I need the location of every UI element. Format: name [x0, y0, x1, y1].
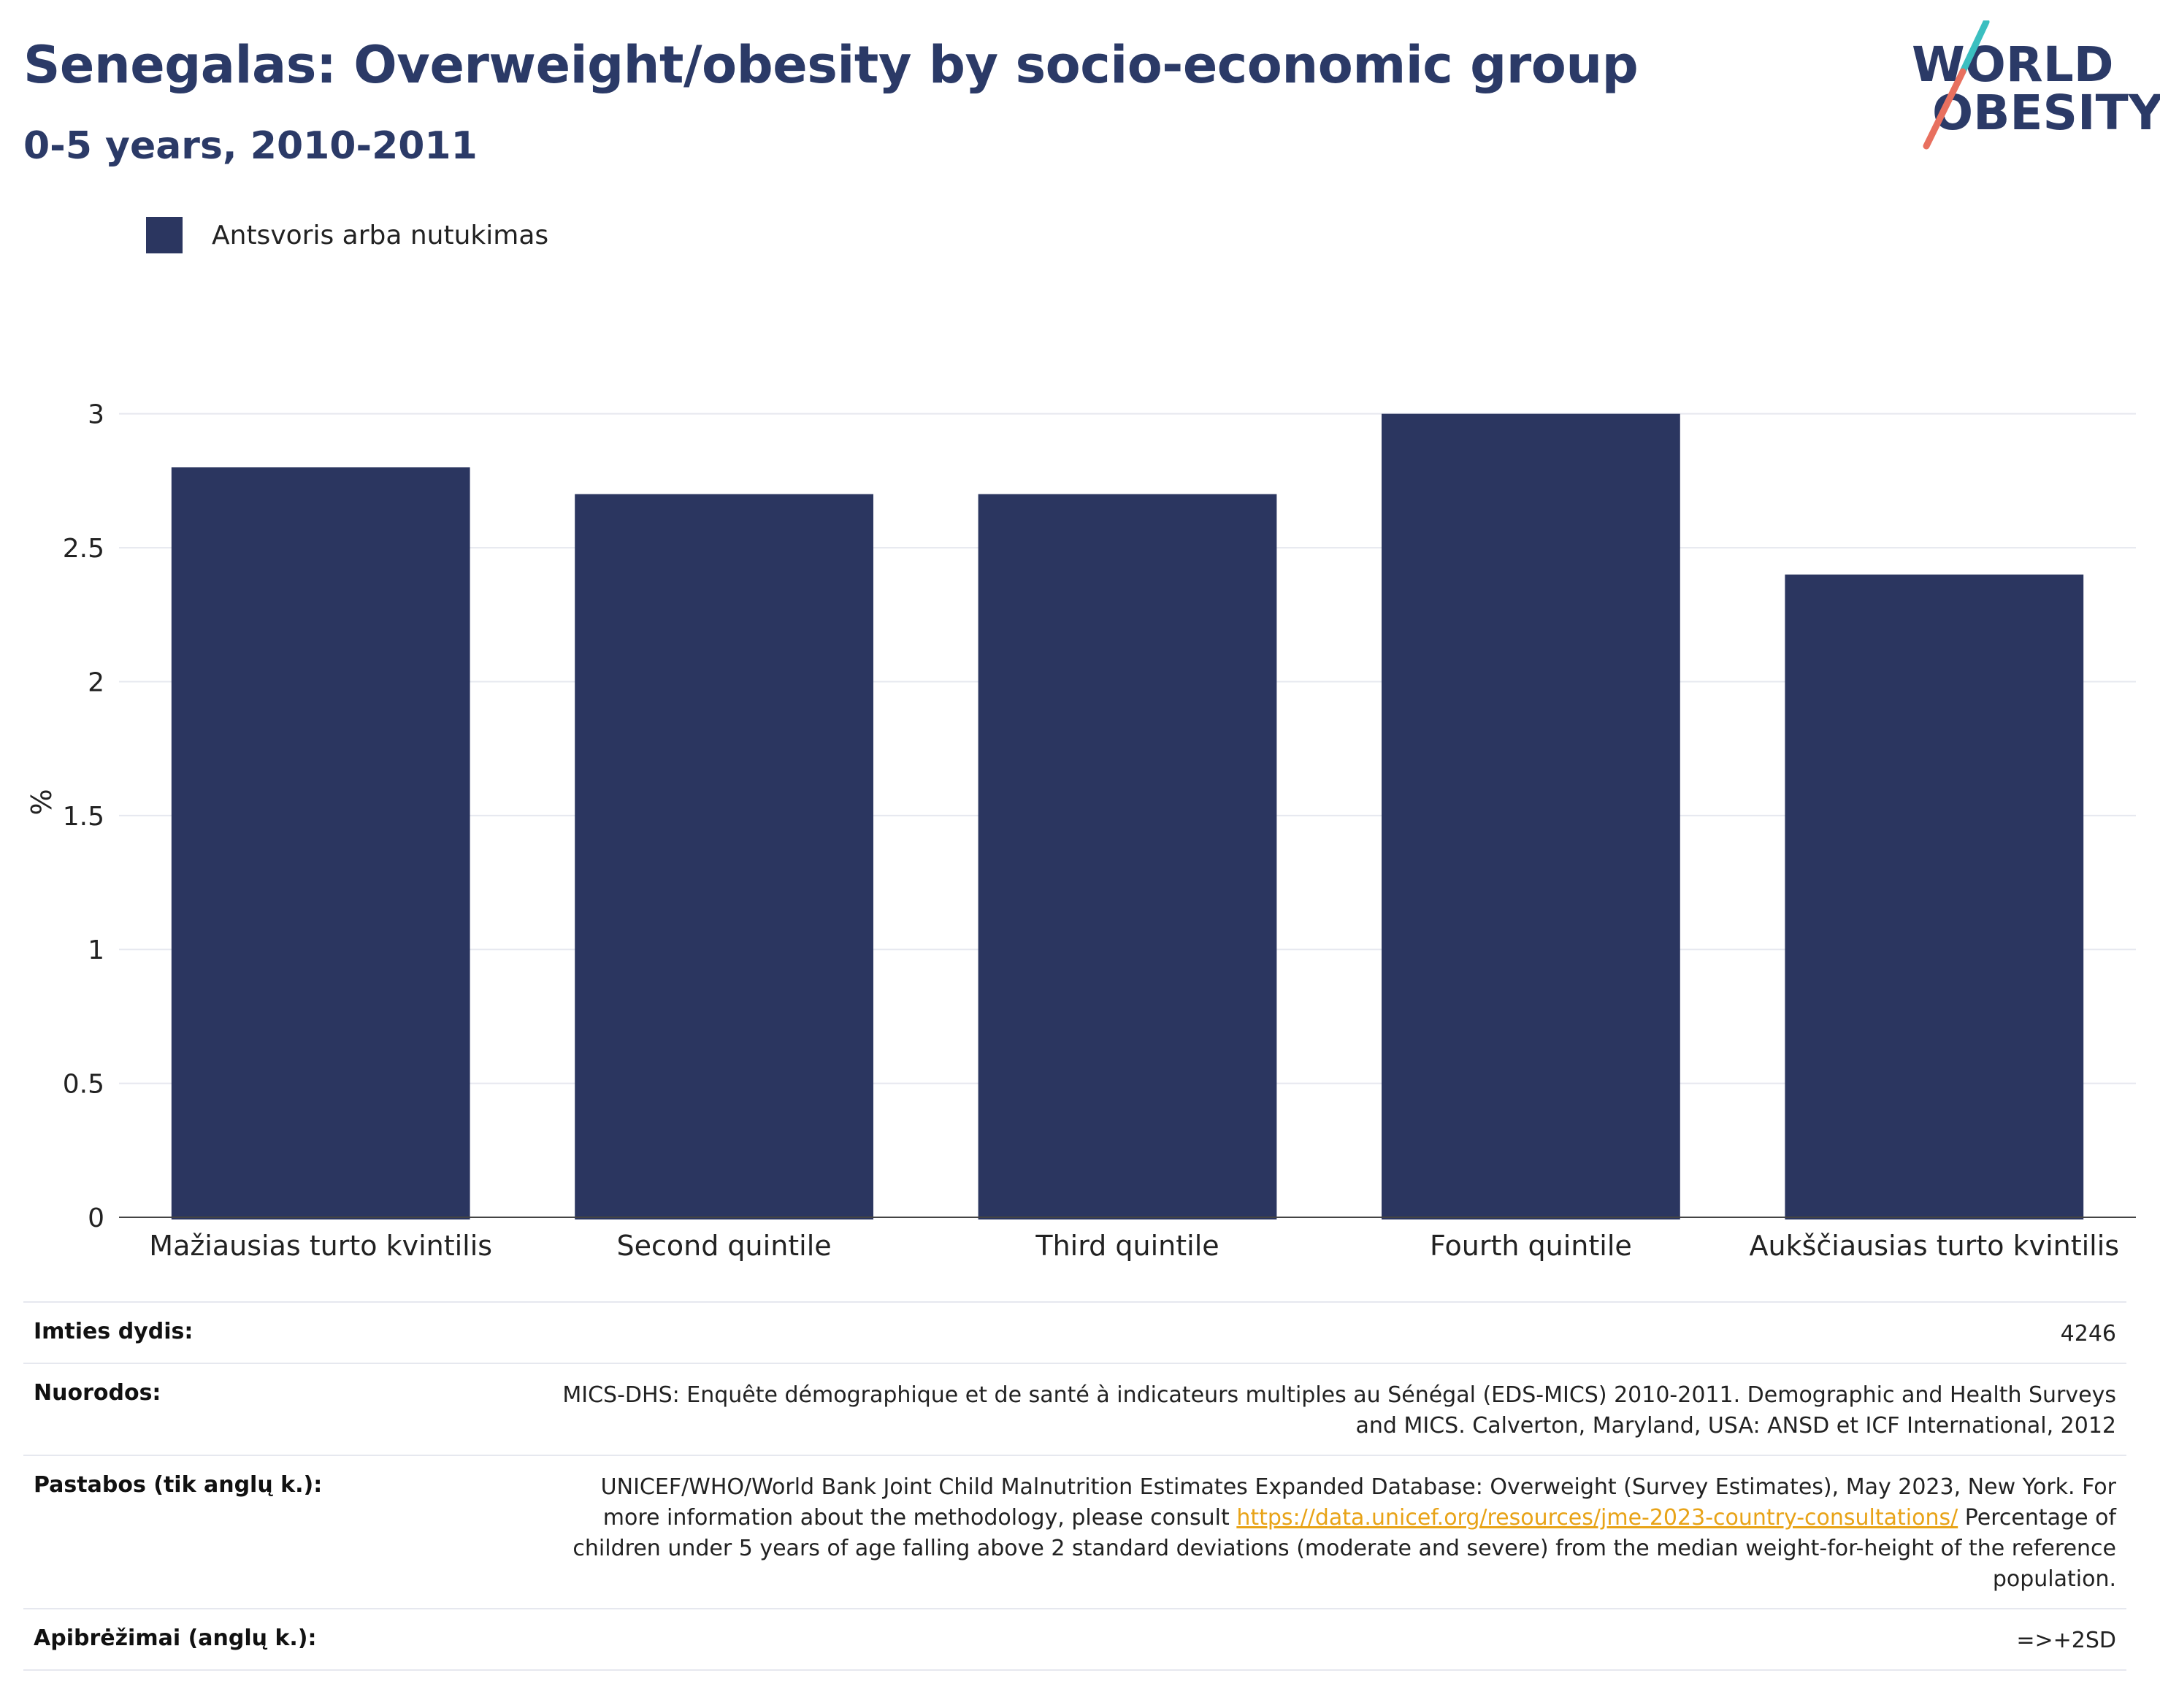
x-tick-label: Fourth quintile: [1430, 1230, 1632, 1262]
y-tick-label: 1.5: [63, 802, 104, 832]
y-tick-label: 2: [88, 667, 104, 697]
y-tick-label: 0: [88, 1203, 104, 1233]
logo-line-1: WORLD: [1912, 37, 2114, 93]
sample-size-label: Imties dydis:: [34, 1319, 194, 1344]
notes-label: Pastabos (tik anglų k.):: [34, 1472, 323, 1498]
logo-slash-icon: [1923, 20, 1990, 150]
methodology-link[interactable]: https://data.unicef.org/resources/jme-20…: [1236, 1505, 1958, 1531]
info-row-definitions: Apibrėžimai (anglų k.): =>+2SD: [23, 1608, 2126, 1671]
legend: Antsvoris arba nutukimas: [146, 216, 548, 254]
x-tick-label: Second quintile: [617, 1230, 832, 1262]
logo-line-2: OBESITY: [1932, 85, 2160, 141]
bar: [1785, 574, 2084, 1219]
y-tick-label: 3: [88, 400, 104, 430]
bar: [1382, 413, 1680, 1219]
notes-value: UNICEF/WHO/World Bank Joint Child Malnut…: [546, 1472, 2116, 1595]
legend-swatch: [146, 217, 183, 253]
info-row-notes: Pastabos (tik anglų k.): UNICEF/WHO/Worl…: [23, 1455, 2126, 1608]
chart-title: Senegalas: Overweight/obesity by socio-e…: [23, 35, 1639, 95]
y-tick-label: 2.5: [63, 534, 104, 564]
y-tick-label: 0.5: [63, 1070, 104, 1100]
references-value: MICS-DHS: Enquête démographique et de sa…: [562, 1382, 2116, 1439]
notes-text-2: Percentage of children under 5 years of …: [572, 1505, 2116, 1592]
bar: [575, 494, 873, 1219]
y-tick-label: 1: [88, 935, 104, 965]
world-obesity-logo: WORLD OBESITY: [1899, 20, 2160, 159]
x-tick-label: Mažiausias turto kvintilis: [149, 1230, 492, 1262]
references-label: Nuorodos:: [34, 1380, 161, 1406]
chart-subtitle: 0-5 years, 2010-2011: [23, 124, 478, 168]
bar: [978, 494, 1277, 1219]
definitions-label: Apibrėžimai (anglų k.):: [34, 1625, 317, 1651]
sample-size-value: 4246: [2060, 1321, 2116, 1347]
bar: [171, 467, 470, 1219]
y-axis-label: %: [26, 789, 58, 815]
x-tick-label: Third quintile: [1035, 1230, 1219, 1262]
bar-chart: 0 0.5 1 1.5 2 2.5 3% Mažiausias turto kvintilis…: [26, 400, 2136, 1262]
info-table: Imties dydis: 4246 Nuorodos: MICS-DHS: E…: [23, 1301, 2126, 1671]
legend-label: Antsvoris arba nutukimas: [212, 220, 549, 250]
notes-text-1: UNICEF/WHO/World Bank Joint Child Malnut…: [600, 1474, 2116, 1531]
info-row-sample: Imties dydis: 4246: [23, 1301, 2126, 1363]
x-tick-label: Aukščiausias turto kvintilis: [1750, 1230, 2120, 1262]
definitions-value: =>+2SD: [2016, 1628, 2116, 1653]
info-row-references: Nuorodos: MICS-DHS: Enquête démographiqu…: [23, 1363, 2126, 1455]
